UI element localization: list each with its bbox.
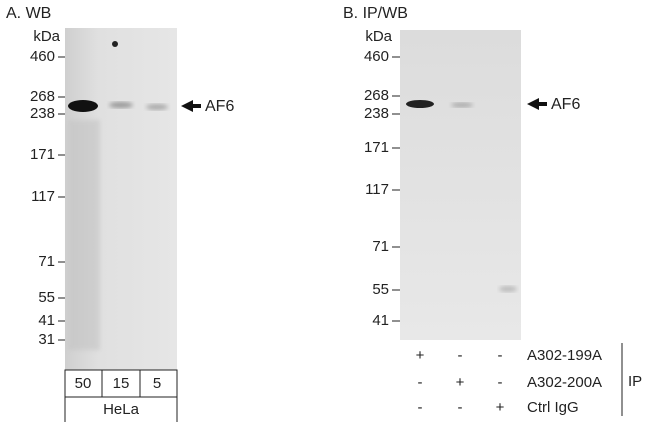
artifact <box>112 41 118 47</box>
cell: + <box>416 347 425 364</box>
marker-label: 55 <box>372 281 389 298</box>
marker-label: 460 <box>30 48 55 65</box>
band <box>499 286 517 292</box>
lane-label: 5 <box>153 375 161 392</box>
bracket <box>64 397 178 422</box>
marker-label: 41 <box>372 312 389 329</box>
cell: - <box>458 399 463 416</box>
panel-title: B. IP/WB <box>343 5 408 22</box>
marker-label: 238 <box>364 105 389 122</box>
cell: - <box>498 374 503 391</box>
cell: - <box>498 347 503 364</box>
row-label: A302-199A <box>527 347 602 364</box>
marker-label: 41 <box>38 312 55 329</box>
sample-label: HeLa <box>103 401 140 418</box>
cell: + <box>496 399 505 416</box>
row-label: Ctrl IgG <box>527 399 579 416</box>
band <box>406 100 434 108</box>
band <box>146 104 168 110</box>
panel-title: A. WB <box>6 5 51 22</box>
marker-label: 31 <box>38 331 55 348</box>
marker-label: 71 <box>38 253 55 270</box>
marker-label: 238 <box>30 105 55 122</box>
marker-label: 71 <box>372 238 389 255</box>
marker-label: 117 <box>31 188 55 205</box>
arrow <box>181 100 201 112</box>
cell: + <box>456 374 465 391</box>
band <box>109 102 133 108</box>
cell: - <box>418 399 423 416</box>
smear <box>68 120 100 350</box>
lane-box <box>64 369 178 398</box>
marker-label: 171 <box>30 146 55 163</box>
unit-label: kDa <box>365 28 392 45</box>
blot <box>400 30 521 340</box>
cell: - <box>418 374 423 391</box>
band <box>451 102 473 108</box>
cell: - <box>458 347 463 364</box>
arrow <box>527 98 547 110</box>
marker-label: 268 <box>364 87 389 104</box>
band <box>68 100 98 112</box>
band-label: AF6 <box>205 98 234 115</box>
lane-label: 15 <box>113 375 130 392</box>
marker-label: 117 <box>365 181 389 198</box>
marker-label: 268 <box>30 88 55 105</box>
group-label: IP <box>628 373 642 390</box>
unit-label: kDa <box>33 28 60 45</box>
row-label: A302-200A <box>527 374 602 391</box>
marker-label: 460 <box>364 48 389 65</box>
marker-label: 171 <box>364 139 389 156</box>
lane-label: 50 <box>75 375 92 392</box>
band-label: AF6 <box>551 96 580 113</box>
marker-label: 55 <box>38 289 55 306</box>
